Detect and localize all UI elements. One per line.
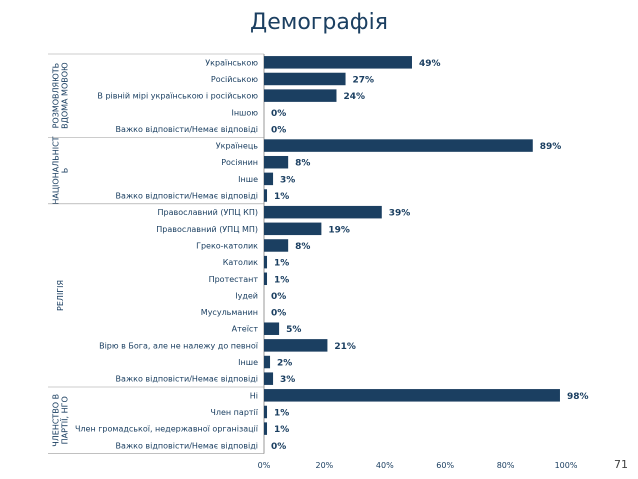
- value-label: 1%: [274, 408, 289, 418]
- category-label: Греко-католик: [196, 241, 258, 250]
- category-label: Російською: [211, 75, 258, 84]
- group-label-line: ВДОМА МОВОЮ: [61, 62, 70, 129]
- group-label-line: ПАРТІЇ, НГО: [60, 396, 70, 444]
- category-label: Православний (УПЦ КП): [158, 208, 259, 217]
- category-label: Православний (УПЦ МП): [156, 225, 258, 234]
- x-tick-label: 60%: [436, 461, 454, 470]
- group-label: НАЦІОНАЛЬНІСТЬ: [52, 136, 70, 204]
- value-label: 27%: [353, 75, 375, 85]
- bar: [264, 372, 274, 385]
- value-label: 98%: [567, 392, 589, 402]
- category-label: Росіянин: [221, 158, 258, 167]
- category-label: Українською: [205, 58, 258, 67]
- bar: [264, 322, 280, 335]
- category-label: Іудей: [235, 291, 258, 300]
- value-label: 5%: [286, 325, 301, 335]
- value-label: 1%: [274, 192, 289, 202]
- value-label: 2%: [277, 359, 292, 369]
- value-label: 8%: [295, 159, 310, 169]
- x-tick-label: 0%: [258, 461, 271, 470]
- bar: [264, 205, 382, 219]
- value-label: 0%: [271, 125, 286, 135]
- group-label-line: НАЦІОНАЛЬНІСТ: [52, 136, 61, 204]
- value-label: 24%: [343, 92, 365, 102]
- bar: [264, 389, 560, 402]
- bar: [264, 139, 533, 152]
- value-label: 0%: [271, 109, 286, 119]
- bar: [264, 172, 274, 186]
- bar: [264, 189, 268, 202]
- slide-title: Демографія: [250, 10, 388, 35]
- value-label: 1%: [274, 275, 289, 285]
- bar: [264, 56, 412, 69]
- bar: [264, 272, 268, 286]
- group-label: РЕЛІГІЯ: [56, 280, 65, 311]
- bar: [264, 155, 289, 169]
- category-label: Важко відповісти/Немає відповіді: [116, 375, 258, 384]
- category-label: Атеїст: [232, 325, 259, 334]
- value-label: 49%: [419, 59, 441, 69]
- value-label: 3%: [280, 175, 295, 185]
- group-label-line: РЕЛІГІЯ: [56, 280, 65, 311]
- group-label: РОЗМОВЛЯЮТЬВДОМА МОВОЮ: [52, 62, 70, 129]
- value-label: 0%: [271, 442, 286, 452]
- bar: [264, 239, 289, 252]
- value-label: 21%: [334, 342, 356, 352]
- bar: [264, 422, 268, 435]
- category-label: Інше: [238, 175, 258, 184]
- bar: [264, 255, 268, 269]
- category-label: Ні: [250, 391, 258, 400]
- bar: [264, 355, 271, 369]
- bar: [264, 339, 328, 352]
- x-tick-label: 20%: [316, 461, 334, 470]
- category-label: Член партії: [210, 408, 258, 417]
- page-number: 71: [614, 458, 628, 471]
- category-label: Українець: [216, 142, 259, 151]
- value-label: 0%: [271, 309, 286, 319]
- value-label: 0%: [271, 292, 286, 302]
- value-label: 8%: [295, 242, 310, 252]
- value-label: 1%: [274, 425, 289, 435]
- group-label-line: Ь: [61, 168, 70, 174]
- value-label: 3%: [280, 375, 295, 385]
- value-label: 89%: [540, 142, 562, 152]
- bar: [264, 405, 268, 419]
- group-label: ЧЛЕНСТВО ВПАРТІЇ, НГО: [52, 394, 70, 447]
- category-label: Мусульманин: [201, 308, 258, 317]
- x-tick-label: 40%: [376, 461, 394, 470]
- x-tick-label: 80%: [497, 461, 515, 470]
- category-label: Важко відповісти/Немає відповіді: [116, 441, 258, 450]
- group-label-line: РОЗМОВЛЯЮТЬ: [52, 63, 61, 129]
- x-tick-label: 100%: [555, 461, 578, 470]
- category-label: Іншою: [231, 108, 258, 117]
- category-label: Протестант: [209, 275, 259, 284]
- bar: [264, 222, 322, 236]
- category-label: Католик: [223, 258, 258, 267]
- category-label: Важко відповісти/Немає відповіді: [116, 125, 258, 134]
- category-label: Член громадської, недержавної організаці…: [75, 425, 259, 434]
- category-label: В рівній мірі українською і російською: [97, 92, 258, 101]
- bar: [264, 72, 346, 86]
- value-label: 19%: [328, 225, 350, 235]
- category-label: Важко відповісти/Немає відповіді: [116, 192, 258, 201]
- category-label: Інше: [238, 358, 258, 367]
- group-label-line: ЧЛЕНСТВО В: [52, 394, 61, 447]
- value-label: 1%: [274, 259, 289, 269]
- value-label: 39%: [389, 209, 411, 219]
- bar: [264, 89, 337, 102]
- category-label: Вірю в Бога, але не належу до певної: [99, 341, 259, 350]
